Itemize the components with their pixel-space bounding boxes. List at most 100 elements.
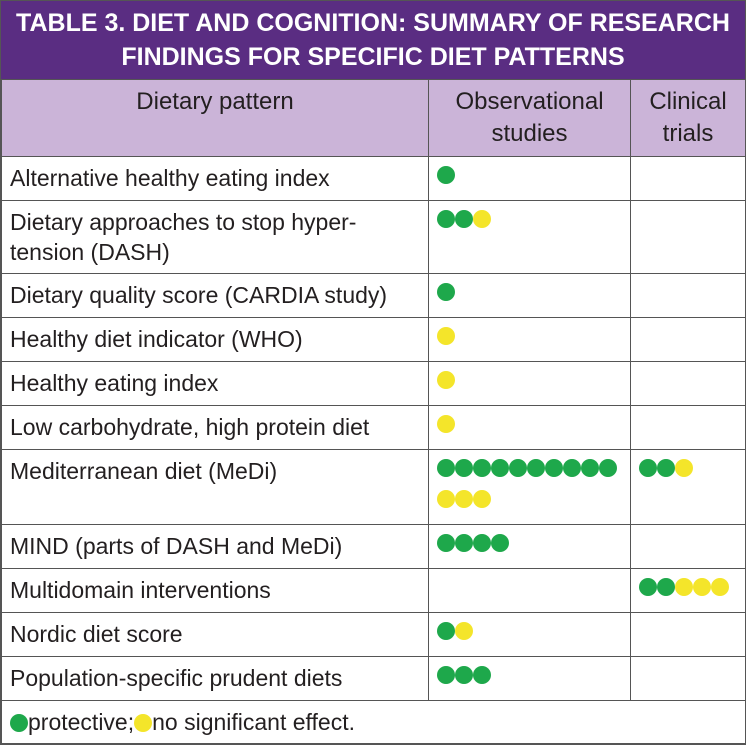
table-row: MIND (parts of DASH and MeDi) — [1, 524, 746, 569]
legend-cell: protective; no significant effect. — [1, 700, 746, 744]
protective-dot — [437, 534, 455, 552]
dots — [639, 575, 737, 606]
protective-dot — [657, 459, 675, 477]
dots-cell — [428, 612, 631, 657]
pattern-cell: Multidomain interventions — [1, 568, 429, 613]
pattern-cell: Mediterranean diet (MeDi) — [1, 449, 429, 525]
protective-dot — [491, 534, 509, 552]
dots — [437, 412, 622, 443]
legend-text: protective; — [28, 709, 135, 735]
protective-dot — [545, 459, 563, 477]
no-effect-dot — [473, 490, 491, 508]
no-effect-dot — [437, 371, 455, 389]
dots-cell — [428, 273, 631, 318]
protective-dot — [437, 283, 455, 301]
dots-cell — [630, 317, 746, 362]
dots-cell — [428, 656, 631, 701]
protective-dot — [639, 459, 657, 477]
dots — [437, 324, 622, 355]
table-row: Low carbohydrate, high protein diet — [1, 405, 746, 450]
dots-cell — [630, 612, 746, 657]
no-effect-dot — [437, 490, 455, 508]
dots-cell — [630, 361, 746, 406]
table-row: Healthy diet indicator (WHO) — [1, 317, 746, 362]
header-cell: Clinical trials — [630, 79, 746, 157]
dots — [437, 163, 622, 194]
protective-dot — [563, 459, 581, 477]
protective-dot — [473, 666, 491, 684]
pattern-cell: Dietary approaches to stop hyper-tension… — [1, 200, 429, 274]
dots — [437, 619, 622, 650]
dots-cell — [428, 200, 631, 274]
protective-dot — [491, 459, 509, 477]
protective-dot — [657, 578, 675, 596]
legend-text: no significant effect. — [152, 709, 355, 735]
dots-cell — [428, 156, 631, 201]
protective-dot — [437, 459, 455, 477]
legend-dot — [134, 714, 153, 732]
table-row: Mediterranean diet (MeDi) — [1, 449, 746, 525]
dots — [639, 456, 737, 487]
header-cell: Dietary pattern — [1, 79, 429, 157]
dots — [437, 663, 622, 694]
protective-dot — [639, 578, 657, 596]
pattern-cell: MIND (parts of DASH and MeDi) — [1, 524, 429, 569]
protective-dot — [437, 166, 455, 184]
no-effect-dot — [455, 622, 473, 640]
protective-dot — [509, 459, 527, 477]
dots-cell — [428, 449, 631, 525]
protective-dot — [473, 534, 491, 552]
no-effect-dot — [455, 490, 473, 508]
dots — [437, 207, 622, 238]
no-effect-dot — [473, 210, 491, 228]
table-row: Population-specific prudent diets — [1, 656, 746, 701]
pattern-cell: Healthy diet indicator (WHO) — [1, 317, 429, 362]
table-row: Dietary quality score (CARDIA study) — [1, 273, 746, 318]
table-row: Healthy eating index — [1, 361, 746, 406]
protective-dot — [581, 459, 599, 477]
dots-cell — [630, 273, 746, 318]
dots-cell — [630, 156, 746, 201]
dots-cell — [630, 200, 746, 274]
table-body: Alternative healthy eating index Dietary … — [1, 156, 746, 744]
legend-dot — [10, 714, 28, 732]
no-effect-dot — [437, 327, 455, 345]
protective-dot — [455, 210, 473, 228]
protective-dot — [437, 666, 455, 684]
no-effect-dot — [693, 578, 711, 596]
protective-dot — [527, 459, 545, 477]
protective-dot — [599, 459, 617, 477]
protective-dot — [455, 666, 473, 684]
protective-dot — [437, 210, 455, 228]
header-cell: Observational studies — [428, 79, 631, 157]
no-effect-dot — [437, 415, 455, 433]
dots-cell — [630, 449, 746, 525]
dots-cell — [428, 568, 631, 613]
dots — [437, 280, 622, 311]
header-row: Dietary pattern Observational studies Cl… — [1, 79, 746, 157]
dots-cell — [428, 317, 631, 362]
protective-dot — [473, 459, 491, 477]
no-effect-dot — [711, 578, 729, 596]
dots-cell — [630, 524, 746, 569]
pattern-cell: Dietary quality score (CARDIA study) — [1, 273, 429, 318]
pattern-cell: Alternative healthy eating index — [1, 156, 429, 201]
pattern-cell: Low carbohydrate, high protein diet — [1, 405, 429, 450]
dots — [437, 531, 622, 562]
dots-cell — [630, 656, 746, 701]
dots — [437, 456, 622, 518]
table-row: Nordic diet score — [1, 612, 746, 657]
pattern-cell: Population-specific prudent diets — [1, 656, 429, 701]
no-effect-dot — [675, 459, 693, 477]
legend-row: protective; no significant effect. — [1, 700, 746, 744]
table-row: Dietary approaches to stop hyper-tension… — [1, 200, 746, 274]
pattern-cell: Healthy eating index — [1, 361, 429, 406]
dots-cell — [630, 568, 746, 613]
table-row: Alternative healthy eating index — [1, 156, 746, 201]
protective-dot — [455, 534, 473, 552]
table: Dietary pattern Observational studies Cl… — [1, 79, 746, 744]
dots-cell — [428, 524, 631, 569]
table-title: TABLE 3. DIET AND COGNITION: SUMMARY OF … — [1, 1, 745, 79]
